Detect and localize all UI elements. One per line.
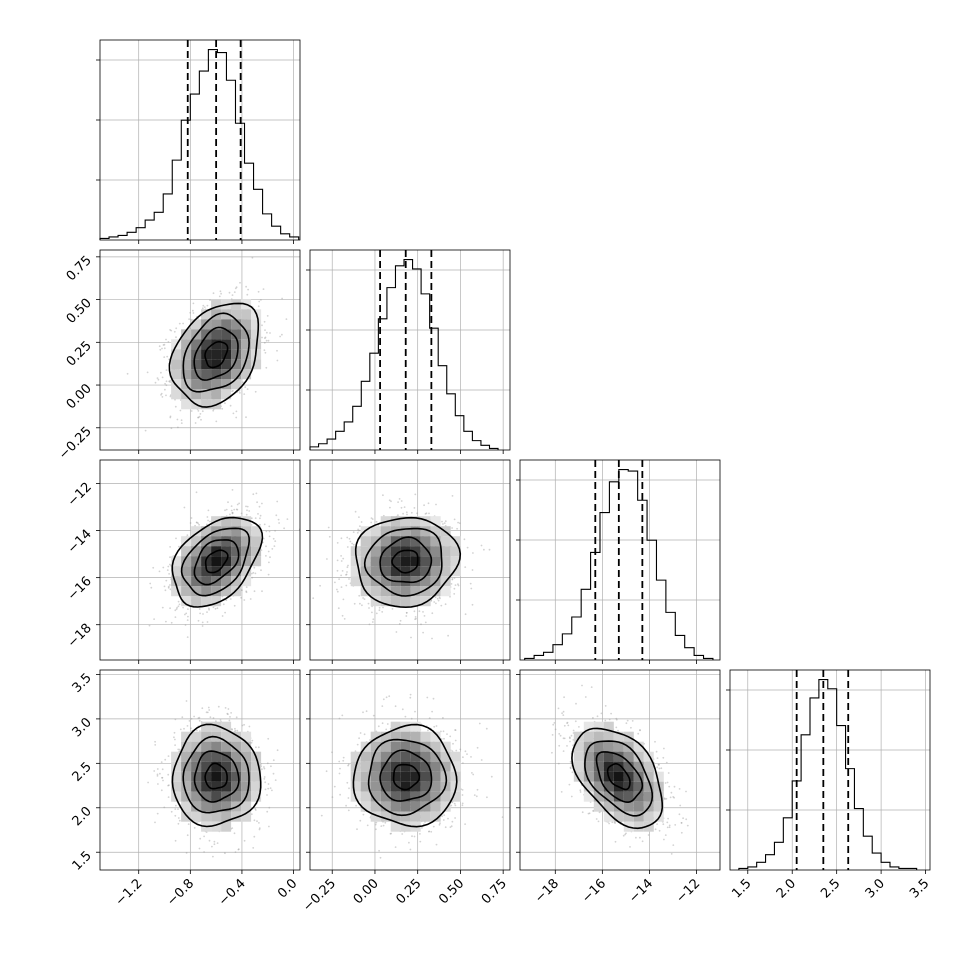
y-axis-1: −0.25 0.00 0.25 0.50 0.75	[56, 253, 100, 463]
x-axis-2: −18 −16 −14 −12	[532, 870, 703, 906]
inner-y-ticks	[306, 484, 310, 625]
x-tick-label: −1.2	[113, 876, 146, 909]
joint-plot-area	[100, 250, 300, 470]
joint-panel-0-3	[100, 670, 300, 870]
histogram-step	[739, 680, 917, 870]
histogram-frame	[730, 670, 930, 870]
x-axis-1: −0.25 0.00 0.25 0.50 0.75	[300, 870, 510, 915]
joint-panel-1-3	[310, 670, 510, 870]
x-tick-label: −12	[673, 876, 703, 906]
histogram-frame	[310, 250, 510, 450]
joint-plot-area	[520, 670, 720, 870]
histogram-panel-2	[516, 460, 720, 660]
y-tick-label: 0.75	[64, 253, 95, 284]
y-tick-label: 1.5	[70, 848, 95, 873]
x-tick-label: −14	[626, 876, 656, 906]
x-tick-label: 0.75	[479, 876, 510, 907]
joint-panel-0-2	[100, 460, 301, 660]
x-tick-label: −16	[579, 876, 609, 906]
x-axis-0: −1.2 −0.8 −0.4 0.0	[113, 870, 301, 909]
x-tick-label: 0.0	[275, 876, 300, 901]
histogram-panel-3	[726, 670, 930, 870]
histogram-panel-1	[306, 250, 510, 450]
y-tick-label: −0.25	[56, 424, 95, 463]
histogram-panel-0	[96, 40, 300, 240]
inner-x-ticks	[139, 660, 294, 664]
y-tick-label: 0.50	[64, 296, 95, 327]
density-grid	[171, 722, 261, 832]
inner-x-ticks	[332, 450, 503, 454]
histogram-frame	[100, 40, 300, 240]
y-tick-label: −16	[65, 574, 95, 604]
inner-x-ticks	[139, 240, 294, 244]
y-tick-label: −14	[65, 527, 95, 557]
y-tick-label: 3.5	[70, 671, 95, 696]
y-tick-label: −18	[65, 621, 95, 651]
x-tick-label: 0.00	[351, 876, 382, 907]
x-tick-label: −18	[532, 876, 562, 906]
joint-plot-area	[100, 670, 300, 870]
joint-panel-0-1	[100, 250, 300, 470]
joint-plot-area	[310, 670, 510, 870]
y-tick-label: 3.0	[70, 715, 95, 740]
x-tick-label: 3.5	[907, 876, 932, 901]
x-tick-label: −0.25	[300, 876, 339, 915]
joint-panel-2-3	[520, 670, 720, 870]
x-tick-label: −0.8	[164, 876, 197, 909]
y-tick-label: 2.0	[70, 804, 95, 829]
x-axis-3: 1.5 2.0 2.5 3.0 3.5	[729, 870, 932, 901]
y-tick-label: 0.00	[64, 381, 95, 412]
x-tick-label: 3.0	[863, 876, 888, 901]
x-tick-label: 0.50	[436, 876, 467, 907]
inner-x-ticks	[139, 450, 294, 454]
histogram-step	[310, 260, 498, 450]
x-tick-label: 1.5	[729, 876, 754, 901]
y-tick-label: 2.5	[70, 760, 95, 785]
histogram-frame	[520, 460, 720, 660]
x-tick-label: −0.4	[216, 876, 249, 909]
x-tick-label: 2.0	[774, 876, 799, 901]
inner-y-ticks	[306, 674, 310, 852]
joint-plot-area	[310, 460, 510, 660]
y-axis-2: −18 −16 −14 −12	[65, 480, 100, 651]
histogram-step	[100, 50, 299, 240]
y-tick-label: 0.25	[64, 339, 95, 370]
inner-x-ticks	[555, 660, 696, 664]
x-tick-label: 0.25	[393, 876, 424, 907]
y-axis-3: 1.5 2.0 2.5 3.0 3.5	[70, 671, 100, 874]
inner-y-ticks	[516, 674, 520, 852]
joint-panel-1-2	[310, 460, 510, 660]
inner-x-ticks	[332, 660, 503, 664]
x-tick-label: 2.5	[818, 876, 843, 901]
joint-plot-area	[100, 460, 301, 660]
y-tick-label: −12	[65, 480, 95, 510]
